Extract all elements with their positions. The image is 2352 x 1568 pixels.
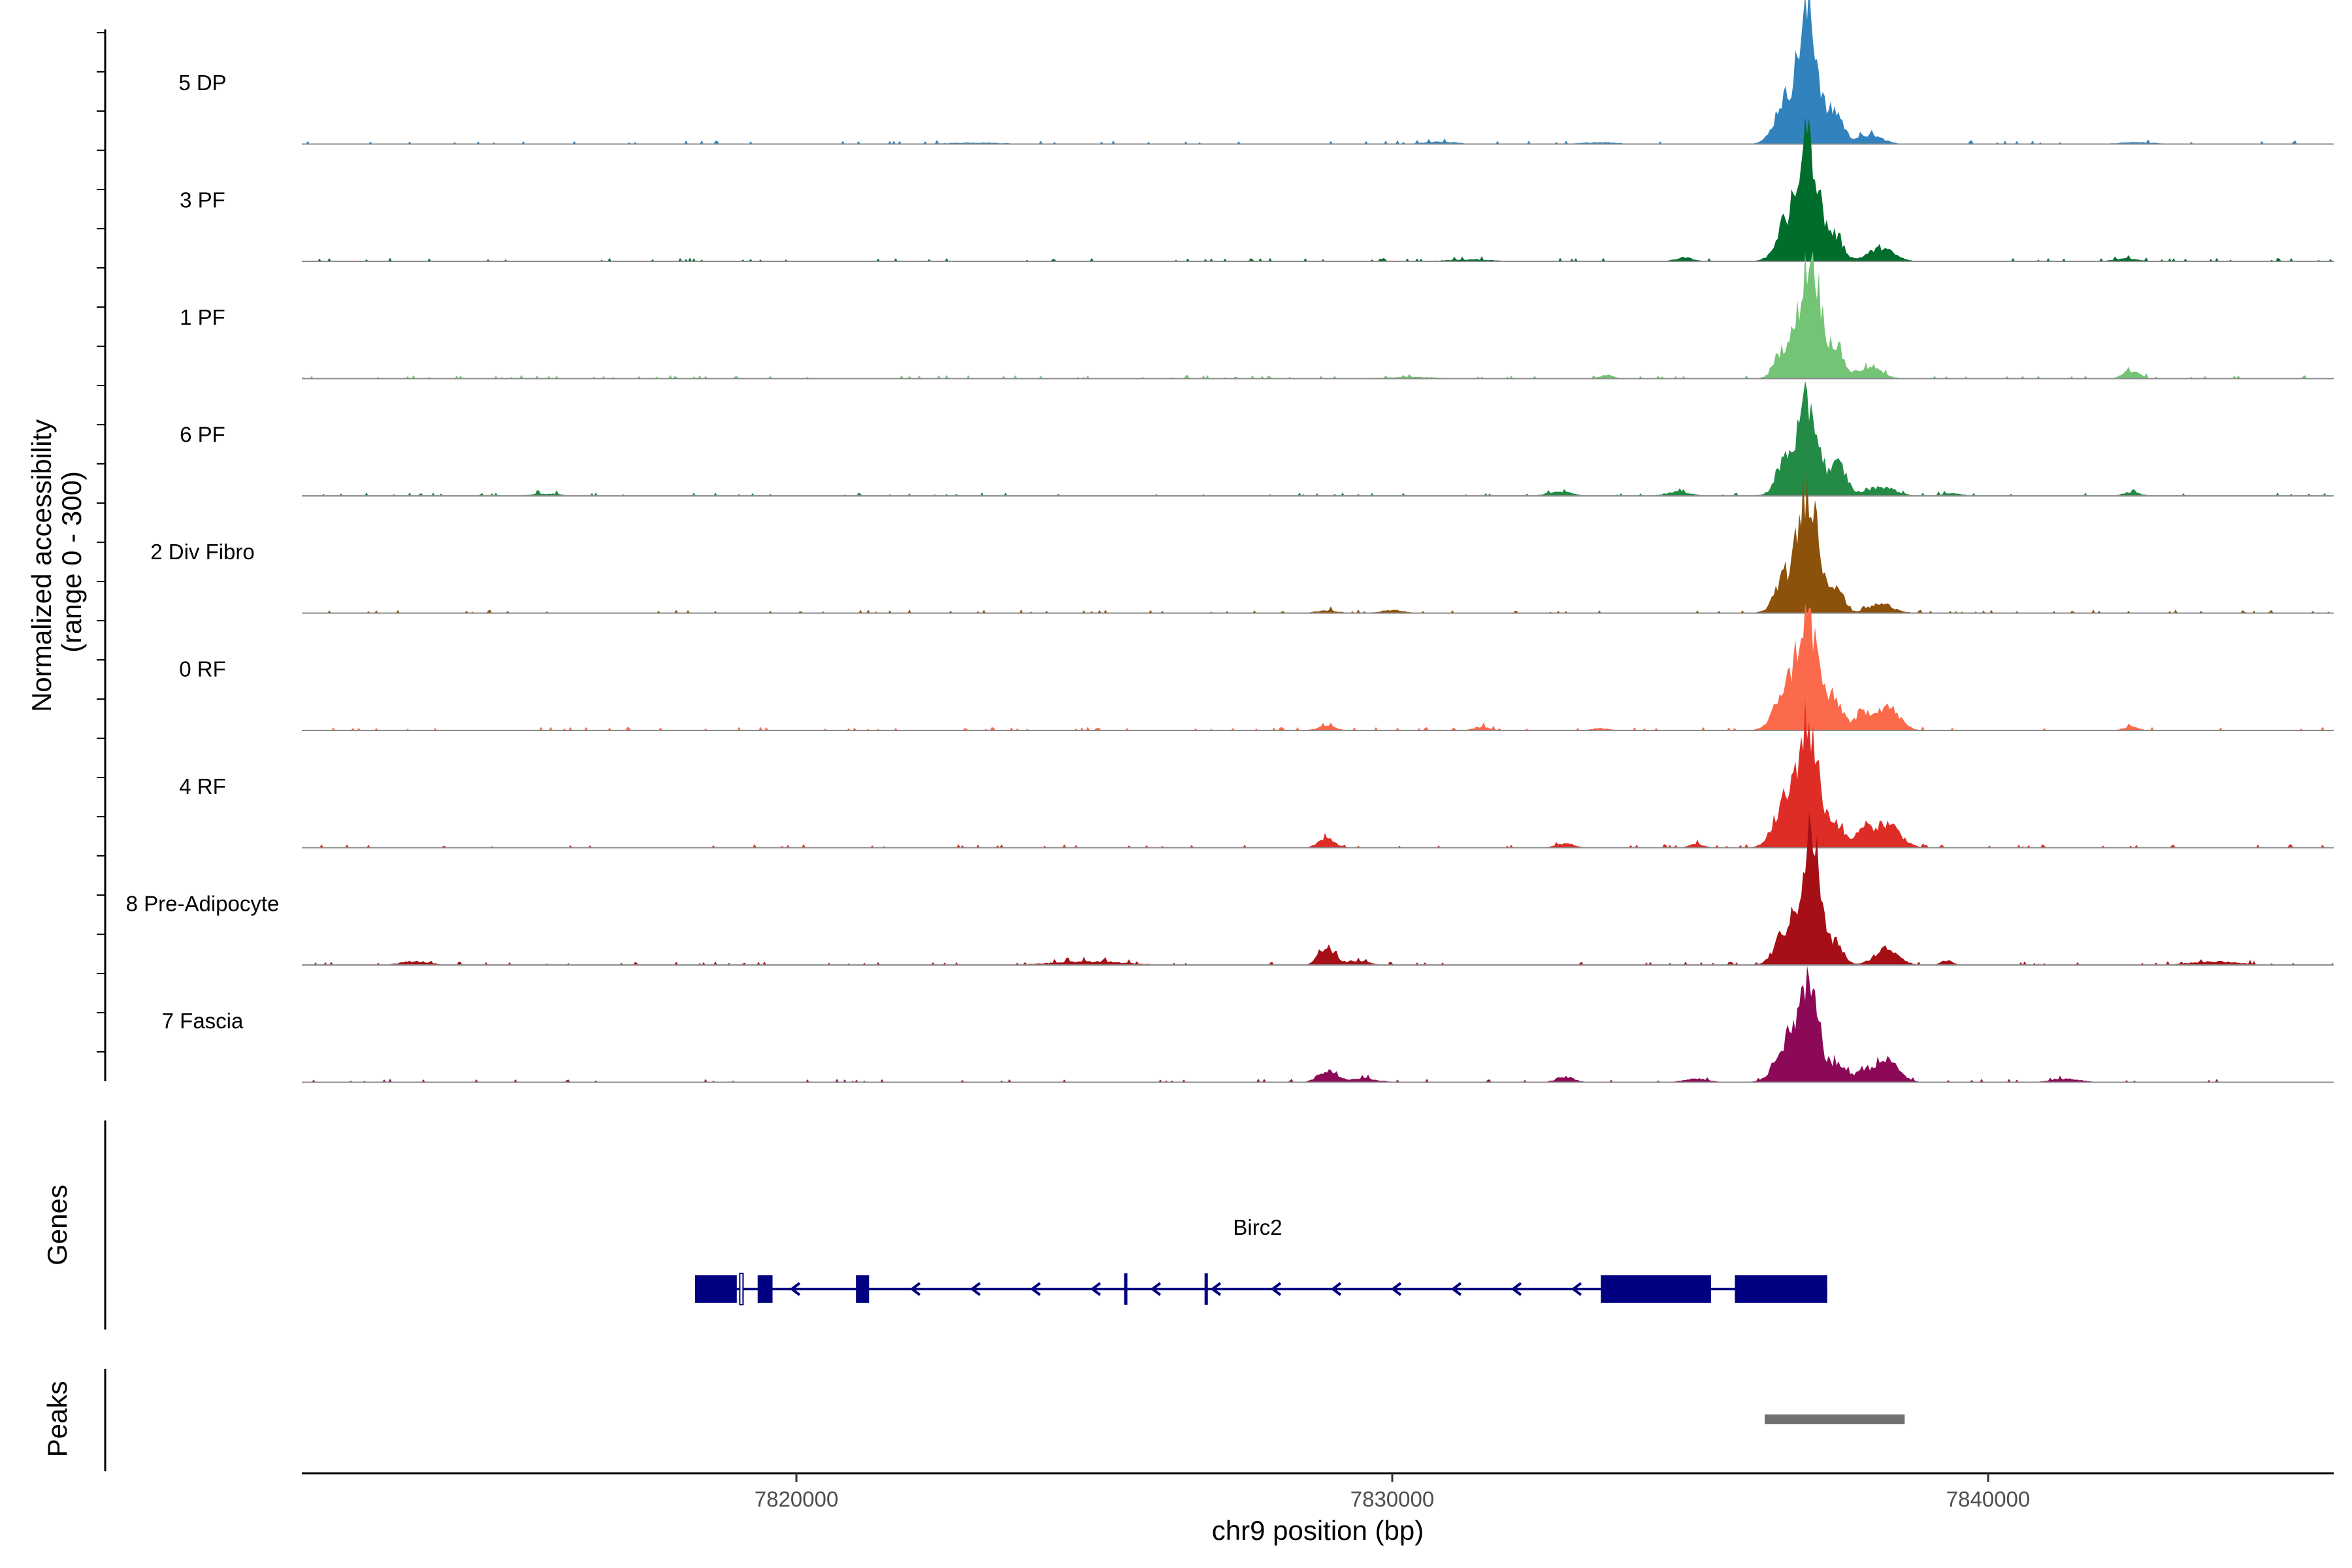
track-5-dp: 5 DP [178, 0, 2334, 145]
gene-exon [1204, 1273, 1208, 1305]
track-2-div-fibro: 2 Div Fibro [150, 472, 2334, 614]
x-tick-label: 7820000 [755, 1487, 838, 1511]
peaks-panel-label: Peaks [42, 1381, 73, 1458]
track-4-rf: 4 RF [179, 699, 2334, 849]
peak-region-track [1765, 1414, 1905, 1424]
track-0-rf: 0 RF [179, 603, 2334, 731]
gene-exon [694, 1275, 737, 1303]
coverage-tracks: 5 DP 3 PF 1 PF 6 PF 2 Div Fibro 0 RF 4 RF 8 Pre… [126, 0, 2334, 1083]
track-label-6-pf: 6 PF [180, 423, 225, 447]
gene-name-label: Birc2 [1233, 1215, 1282, 1239]
gene-exon [739, 1273, 744, 1305]
strand-arrow [1390, 1282, 1402, 1296]
x-tick-label: 7830000 [1350, 1487, 1434, 1511]
gene-exon [1124, 1273, 1128, 1305]
gene-exon [856, 1275, 870, 1303]
coverage-area-0-rf [302, 603, 2334, 730]
track-label-0-rf: 0 RF [179, 657, 226, 681]
strand-arrow [1270, 1282, 1282, 1296]
x-axis-title: chr9 position (bp) [1212, 1515, 1424, 1546]
track-label-2-div-fibro: 2 Div Fibro [150, 540, 255, 564]
y-axis-title: Normalized accessibility (range 0 - 300) [26, 412, 87, 712]
gene-exon [1601, 1275, 1711, 1303]
coverage-area-5-dp [302, 0, 2334, 144]
coverage-area-2-div-fibro [302, 472, 2334, 613]
strand-arrow [789, 1282, 801, 1296]
gene-exon [1735, 1275, 1827, 1303]
strand-arrow [1330, 1282, 1342, 1296]
track-6-pf: 6 PF [180, 381, 2334, 497]
strand-arrow [909, 1282, 921, 1296]
coverage-area-8-pre-adipocyte [302, 812, 2334, 965]
track-label-1-pf: 1 PF [180, 305, 225, 329]
peak-region [1765, 1414, 1905, 1424]
gene-track [694, 1273, 1827, 1305]
strand-arrow [1210, 1282, 1222, 1296]
strand-arrow [1511, 1282, 1522, 1296]
track-7-fascia: 7 Fascia [162, 966, 2334, 1083]
strand-arrow [1030, 1282, 1041, 1296]
y-axis-title-line2: (range 0 - 300) [56, 471, 87, 653]
coverage-area-3-pf [302, 117, 2334, 261]
y-axis-title-line1: Normalized accessibility [26, 419, 57, 712]
x-axis-ticks: 7820000 7830000 7840000 [755, 1473, 2030, 1511]
strand-arrow [1090, 1282, 1102, 1296]
track-label-5-dp: 5 DP [178, 71, 226, 95]
gene-exon [757, 1275, 773, 1303]
coverage-area-7-fascia [302, 966, 2334, 1083]
strand-arrow [1450, 1282, 1462, 1296]
genes-panel-label: Genes [42, 1184, 73, 1266]
coverage-area-4-rf [302, 699, 2334, 848]
track-label-8-pre-adipocyte: 8 Pre-Adipocyte [126, 892, 280, 916]
accessibility-axis-ticks [97, 32, 105, 1053]
x-tick-label: 7840000 [1946, 1487, 2030, 1511]
track-1-pf: 1 PF [180, 252, 2334, 380]
strand-arrow [970, 1282, 981, 1296]
track-8-pre-adipocyte: 8 Pre-Adipocyte [126, 812, 2334, 966]
track-label-7-fascia: 7 Fascia [162, 1009, 244, 1033]
track-label-3-pf: 3 PF [180, 188, 225, 212]
coverage-area-1-pf [302, 252, 2334, 379]
coverage-area-6-pf [302, 381, 2334, 496]
track-3-pf: 3 PF [180, 117, 2334, 262]
strand-arrow [1150, 1282, 1162, 1296]
strand-arrow [1571, 1282, 1582, 1296]
track-label-4-rf: 4 RF [179, 774, 226, 798]
